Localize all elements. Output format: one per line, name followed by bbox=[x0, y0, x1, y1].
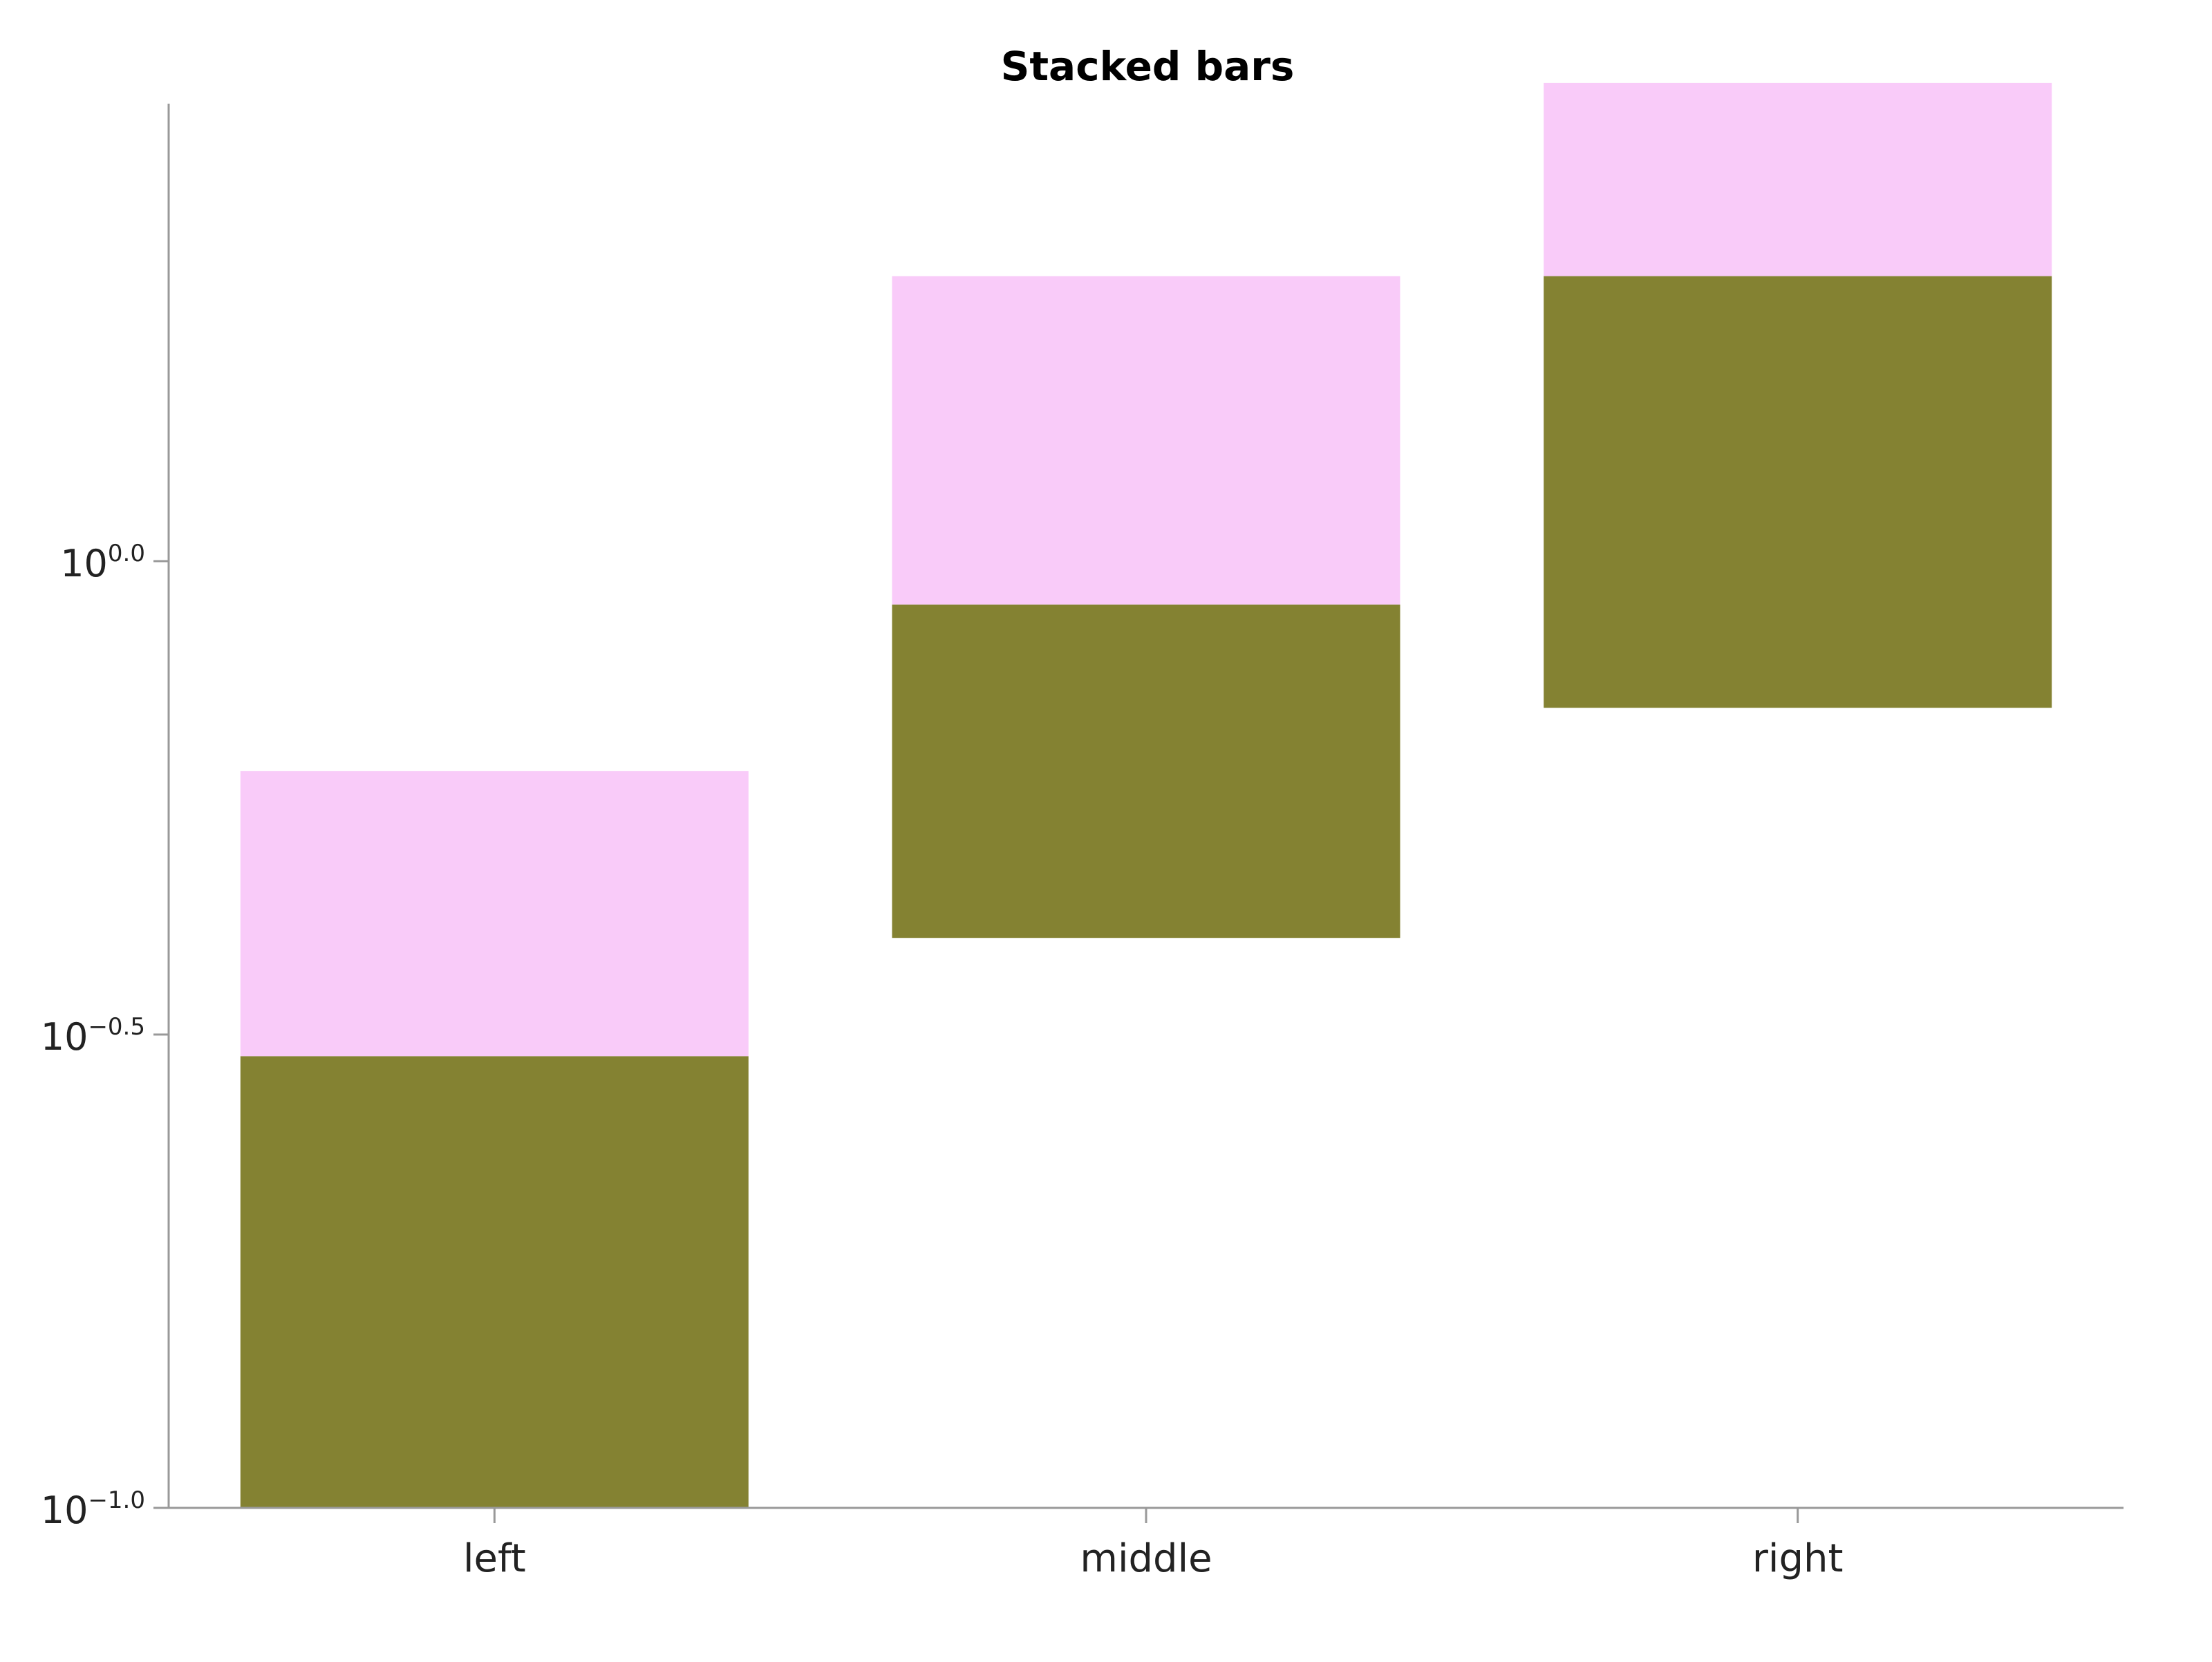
bars-layer bbox=[240, 82, 2052, 1508]
x-tick-label-middle: middle bbox=[1080, 1536, 1212, 1581]
bar-right-segment-2 bbox=[1544, 82, 2052, 276]
bar-left-segment-1 bbox=[240, 1056, 749, 1508]
chart-title: Stacked bars bbox=[1001, 43, 1295, 90]
bar-middle-segment-1 bbox=[892, 604, 1400, 938]
x-tick-label-left: left bbox=[463, 1536, 526, 1581]
bar-left-segment-2 bbox=[240, 771, 749, 1057]
y-tick-label-3: 100.0 bbox=[60, 540, 145, 585]
bar-right-segment-1 bbox=[1544, 276, 2052, 708]
axes-layer bbox=[153, 104, 2124, 1523]
y-tick-label-1: 10−1.0 bbox=[41, 1486, 145, 1532]
bar-middle-segment-2 bbox=[892, 276, 1400, 605]
x-tick-label-right: right bbox=[1752, 1536, 1844, 1581]
labels-layer: left middle right 10−1.0 10−0.5 100.0 bbox=[41, 540, 1844, 1581]
y-tick-label-2: 10−0.5 bbox=[41, 1013, 145, 1059]
